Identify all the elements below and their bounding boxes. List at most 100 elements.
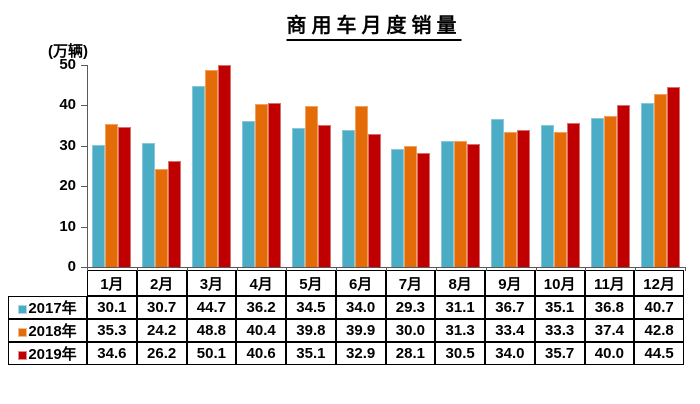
- bar-2017年-3月: [192, 86, 206, 267]
- month-header-cell: 9月: [485, 270, 535, 296]
- y-axis-tick: [81, 105, 87, 107]
- value-cell: 50.1: [186, 342, 237, 365]
- bar-2018年-4月: [254, 103, 268, 267]
- bar-2019年-7月: [417, 153, 431, 267]
- value-cell: 36.8: [584, 296, 635, 319]
- y-axis-tick-label: 50: [59, 56, 76, 73]
- bar-2017年-7月: [391, 148, 405, 267]
- month-header-cell: 8月: [435, 270, 485, 296]
- bar-2018年-6月: [354, 105, 368, 267]
- value-cell: 35.3: [87, 319, 137, 342]
- y-axis-tick: [81, 145, 87, 147]
- legend-cell-2017年: 2017年: [8, 296, 87, 319]
- legend-series-label: 2018年: [28, 323, 77, 340]
- bar-2017年-4月: [241, 120, 255, 267]
- bar-2019年-12月: [666, 87, 680, 267]
- bar-2018年-7月: [404, 145, 418, 267]
- x-axis-tick: [236, 267, 238, 271]
- value-cell: 35.1: [534, 296, 585, 319]
- value-cell: 26.2: [136, 342, 187, 365]
- bar-2017年-6月: [341, 129, 355, 267]
- x-axis-tick: [186, 267, 188, 271]
- value-cell: 31.3: [435, 319, 485, 342]
- table-row-2019年: 2019年 34.6 26.2 50.1 40.6 35.1 32.9 28.1 30.5 34.…: [8, 342, 684, 365]
- value-cell: 31.1: [435, 296, 485, 319]
- y-axis-tick-label: 0: [67, 258, 76, 275]
- bar-2019年-11月: [616, 105, 630, 267]
- value-cell: 35.7: [534, 342, 585, 365]
- bar-2018年-1月: [105, 124, 119, 267]
- y-axis-tick: [81, 65, 87, 66]
- bar-2018年-12月: [653, 94, 667, 267]
- value-cell: 44.7: [186, 296, 237, 319]
- value-cell: 30.0: [385, 319, 436, 342]
- value-cell: 39.8: [286, 319, 336, 342]
- bar-2017年-12月: [640, 102, 654, 267]
- x-axis-tick: [635, 267, 637, 271]
- x-axis-tick: [136, 267, 138, 271]
- bar-2017年-2月: [142, 142, 156, 267]
- value-cell: 33.4: [485, 319, 535, 342]
- bar-2017年-10月: [540, 125, 554, 267]
- bar-2018年-3月: [205, 69, 219, 267]
- x-axis-tick: [87, 267, 88, 271]
- y-axis-unit-label: (万辆): [48, 43, 88, 60]
- bar-2019年-2月: [168, 161, 182, 267]
- bar-2017年-5月: [291, 127, 305, 267]
- legend-swatch-icon: [18, 351, 28, 360]
- month-header-cell: 12月: [634, 270, 684, 296]
- y-axis-tick: [81, 267, 87, 268]
- bar-2017年-9月: [491, 118, 505, 267]
- legend-series-label: 2019年: [28, 346, 77, 363]
- bar-2018年-2月: [155, 169, 169, 267]
- x-axis-tick: [336, 267, 338, 271]
- legend-series-label: 2017年: [28, 300, 77, 317]
- value-cell: 34.0: [485, 342, 535, 365]
- value-cell: 40.7: [634, 296, 684, 319]
- value-cell: 30.1: [87, 296, 137, 319]
- value-cell: 30.5: [435, 342, 485, 365]
- bar-2019年-10月: [566, 122, 580, 267]
- value-cell: 32.9: [335, 342, 386, 365]
- bar-2018年-10月: [553, 132, 567, 267]
- value-cell: 40.4: [236, 319, 286, 342]
- value-cell: 29.3: [385, 296, 436, 319]
- data-table-with-legend: 1月 2月 3月 4月 5月 6月 7月 8月 9月 10月 11月 12月 2017年 30.1 30.7…: [8, 270, 684, 365]
- table-header-row: 1月 2月 3月 4月 5月 6月 7月 8月 9月 10月 11月 12月: [8, 270, 684, 296]
- bar-2019年-9月: [517, 129, 531, 267]
- value-cell: 39.9: [335, 319, 386, 342]
- table-row-2017年: 2017年 30.1 30.7 44.7 36.2 34.5 34.0 29.3 31.1 36.…: [8, 296, 684, 319]
- bar-2019年-3月: [218, 64, 232, 267]
- x-axis-tick: [435, 267, 437, 271]
- y-axis-line: [87, 65, 88, 268]
- value-cell: 42.8: [634, 319, 684, 342]
- y-axis-tick-label: 30: [59, 136, 76, 154]
- month-header-cell: 2月: [136, 270, 187, 296]
- value-cell: 34.5: [286, 296, 336, 319]
- chart-title: 商用车月度销量: [286, 9, 462, 41]
- value-cell: 35.1: [286, 342, 336, 365]
- bar-2019年-6月: [367, 134, 381, 267]
- month-header-cell: 10月: [534, 270, 585, 296]
- bar-2018年-9月: [504, 132, 518, 267]
- bar-2019年-1月: [118, 127, 132, 267]
- y-axis-tick: [81, 186, 87, 188]
- x-axis-tick: [585, 267, 587, 271]
- x-axis-tick: [386, 267, 387, 271]
- x-axis-tick: [286, 267, 288, 271]
- month-header-cell: 11月: [584, 270, 635, 296]
- bar-2017年-1月: [92, 145, 106, 267]
- value-cell: 40.6: [236, 342, 286, 365]
- legend-swatch-icon: [18, 305, 28, 314]
- x-axis-tick: [535, 267, 537, 271]
- value-cell: 36.7: [485, 296, 535, 319]
- table-row-2018年: 2018年 35.3 24.2 48.8 40.4 39.8 39.9 30.0 31.3 33.…: [8, 319, 684, 342]
- y-axis-tick-label: 20: [59, 177, 76, 195]
- bar-2018年-8月: [454, 140, 468, 267]
- value-cell: 34.0: [335, 296, 386, 319]
- bar-2017年-8月: [441, 141, 455, 267]
- month-header-cell: 6月: [335, 270, 386, 296]
- bar-2019年-8月: [467, 143, 481, 267]
- bar-2017年-11月: [590, 118, 604, 267]
